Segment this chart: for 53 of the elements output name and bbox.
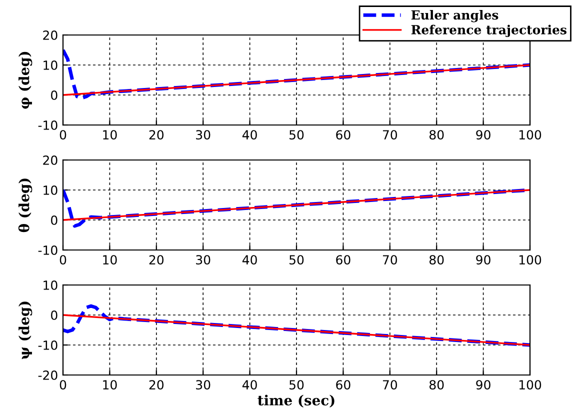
line-series — [63, 304, 530, 347]
x-tick-label: 10 — [103, 130, 117, 140]
x-tick-label: 10 — [103, 255, 117, 265]
x-tick-label: 100 — [519, 380, 542, 390]
x-tick-label: 0 — [60, 130, 66, 140]
y-tick-label: 20 — [43, 30, 58, 40]
y-tick-label: 0 — [51, 310, 58, 320]
legend-label: Reference trajectories — [411, 24, 566, 38]
x-tick-label: 60 — [336, 380, 350, 390]
x-tick-label: 70 — [382, 130, 398, 140]
x-tick-label: 0 — [60, 255, 66, 265]
legend-label: Euler angles — [411, 10, 498, 22]
x-tick-label: 50 — [290, 255, 304, 265]
x-tick-label: 70 — [382, 255, 398, 265]
y-axis-title: θ (deg) — [18, 178, 32, 232]
x-tick-label: 100 — [519, 255, 542, 265]
x-tick-label: 40 — [242, 380, 257, 390]
x-tick-label: 30 — [196, 255, 210, 265]
y-tick-label: 10 — [44, 60, 58, 70]
x-tick-label: 20 — [149, 130, 164, 140]
y-axis-title: ψ (deg) — [18, 302, 32, 360]
x-tick-label: 10 — [103, 380, 117, 390]
x-tick-label: 50 — [290, 130, 304, 140]
y-tick-label: -10 — [38, 340, 58, 350]
y-tick-label: 0 — [51, 215, 58, 225]
y-tick-label: -10 — [38, 245, 58, 255]
x-tick-label: 90 — [476, 255, 490, 265]
x-tick-label: 0 — [60, 380, 66, 390]
y-tick-label: 10 — [44, 280, 58, 290]
x-tick-label: 90 — [476, 380, 490, 390]
y-tick-label: -20 — [38, 370, 58, 380]
x-axis-title: time (sec) — [258, 394, 334, 408]
x-tick-label: 100 — [519, 130, 542, 140]
x-tick-label: 80 — [429, 380, 444, 390]
x-tick-label: 50 — [290, 380, 304, 390]
x-tick-label: 60 — [336, 255, 350, 265]
y-tick-label: -10 — [38, 120, 58, 130]
x-tick-label: 20 — [149, 380, 164, 390]
x-tick-label: 70 — [382, 380, 398, 390]
line-series — [63, 48, 530, 100]
y-tick-label: 20 — [43, 155, 58, 165]
y-axis-title: φ (deg) — [18, 52, 32, 109]
x-tick-label: 30 — [196, 130, 210, 140]
x-tick-label: 40 — [242, 255, 257, 265]
x-tick-label: 90 — [476, 130, 490, 140]
x-tick-label: 30 — [196, 380, 210, 390]
x-tick-label: 80 — [429, 130, 444, 140]
x-tick-label: 40 — [242, 130, 257, 140]
x-tick-label: 20 — [149, 255, 164, 265]
x-tick-label: 80 — [429, 255, 444, 265]
x-tick-label: 60 — [336, 130, 350, 140]
y-tick-label: 0 — [51, 90, 58, 100]
y-tick-label: 10 — [44, 185, 58, 195]
